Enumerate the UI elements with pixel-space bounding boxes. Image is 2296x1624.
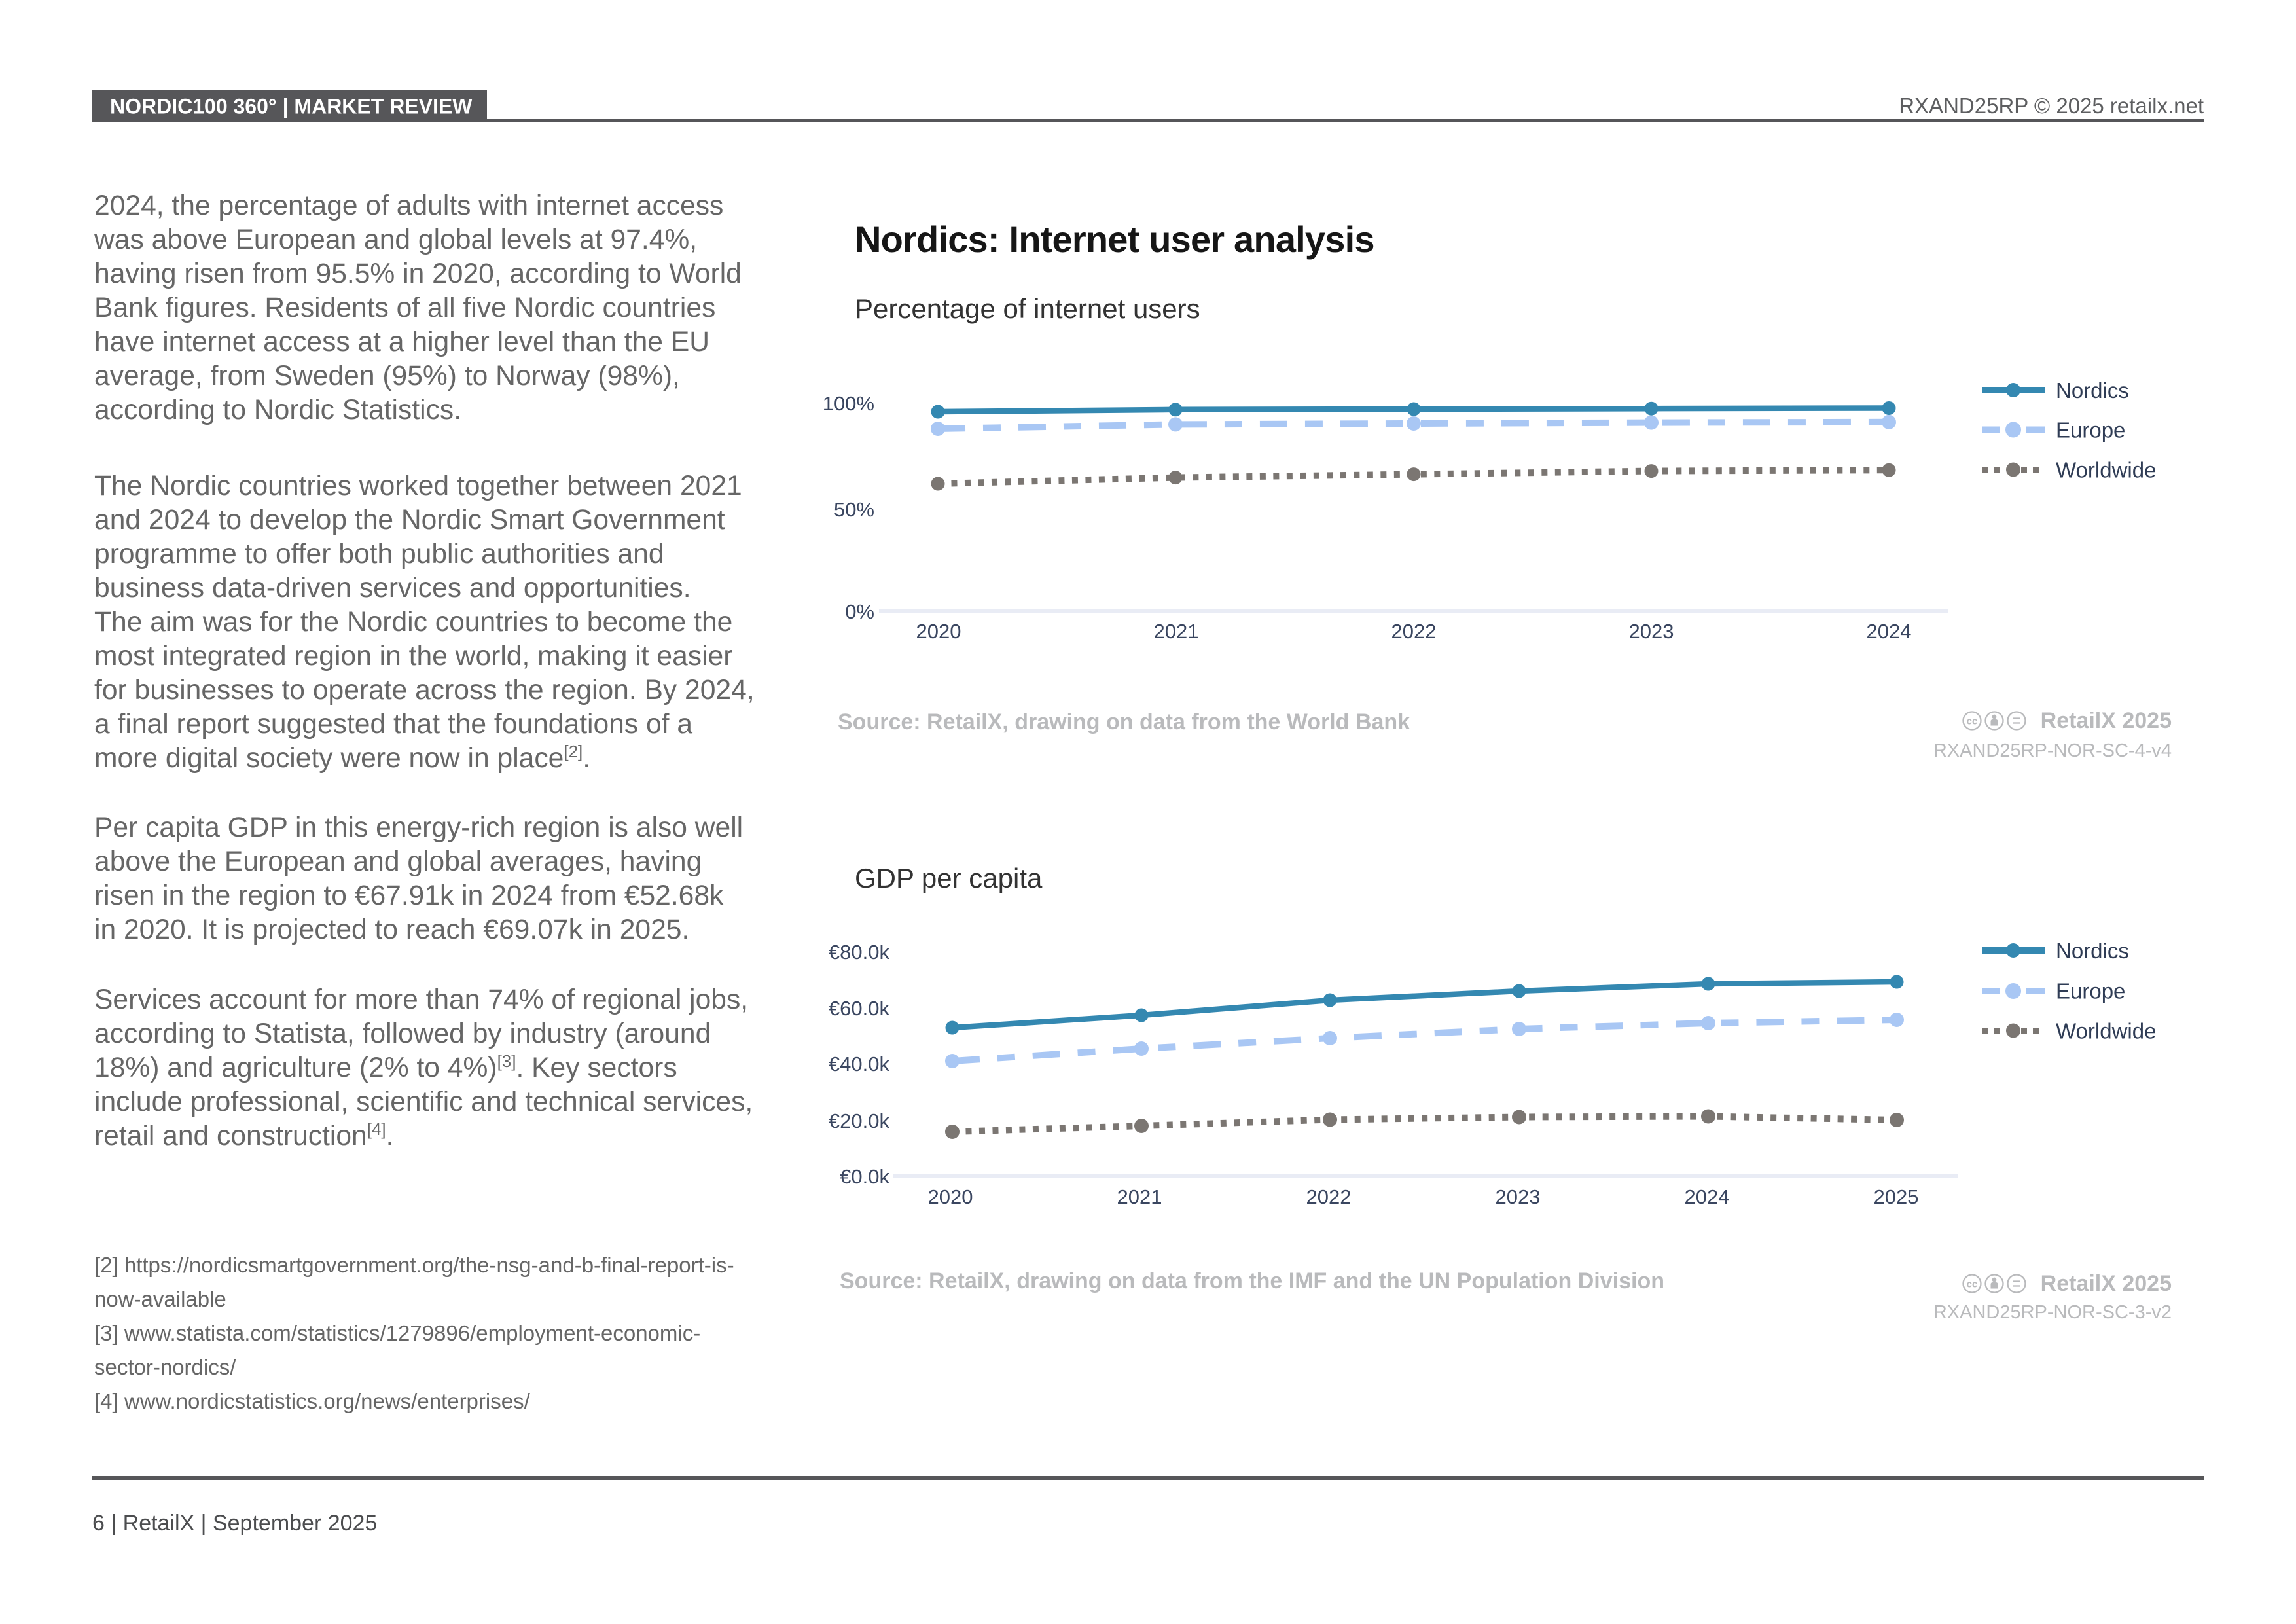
svg-text:2025: 2025 xyxy=(1874,1185,1919,1204)
svg-text:2022: 2022 xyxy=(1391,620,1437,643)
svg-text:Nordics: Nordics xyxy=(2056,378,2129,403)
svg-text:2024: 2024 xyxy=(1867,620,1912,643)
svg-text:cc: cc xyxy=(1966,716,1977,727)
svg-text:2023: 2023 xyxy=(1496,1185,1541,1204)
svg-text:€0.0k: €0.0k xyxy=(840,1165,889,1188)
svg-text:€20.0k: €20.0k xyxy=(829,1110,890,1132)
svg-text:2024: 2024 xyxy=(1685,1185,1730,1204)
svg-text:2020: 2020 xyxy=(928,1185,973,1204)
svg-text:Worldwide: Worldwide xyxy=(2056,458,2156,482)
svg-text:€40.0k: €40.0k xyxy=(829,1053,890,1075)
svg-text:Nordics: Nordics xyxy=(2056,939,2129,963)
svg-text:2023: 2023 xyxy=(1629,620,1674,643)
svg-text:50%: 50% xyxy=(834,498,874,521)
svg-text:0%: 0% xyxy=(845,600,874,623)
svg-text:2020: 2020 xyxy=(916,620,961,643)
svg-text:€60.0k: €60.0k xyxy=(829,997,890,1020)
svg-text:Europe: Europe xyxy=(2056,418,2125,442)
svg-text:2022: 2022 xyxy=(1306,1185,1352,1204)
svg-text:Europe: Europe xyxy=(2056,979,2125,1003)
svg-text:Worldwide: Worldwide xyxy=(2056,1019,2156,1043)
svg-text:cc: cc xyxy=(1966,1279,1977,1290)
svg-text:2021: 2021 xyxy=(1117,1185,1162,1204)
svg-text:€80.0k: €80.0k xyxy=(829,941,890,964)
svg-text:2021: 2021 xyxy=(1154,620,1199,643)
svg-text:100%: 100% xyxy=(823,392,874,415)
